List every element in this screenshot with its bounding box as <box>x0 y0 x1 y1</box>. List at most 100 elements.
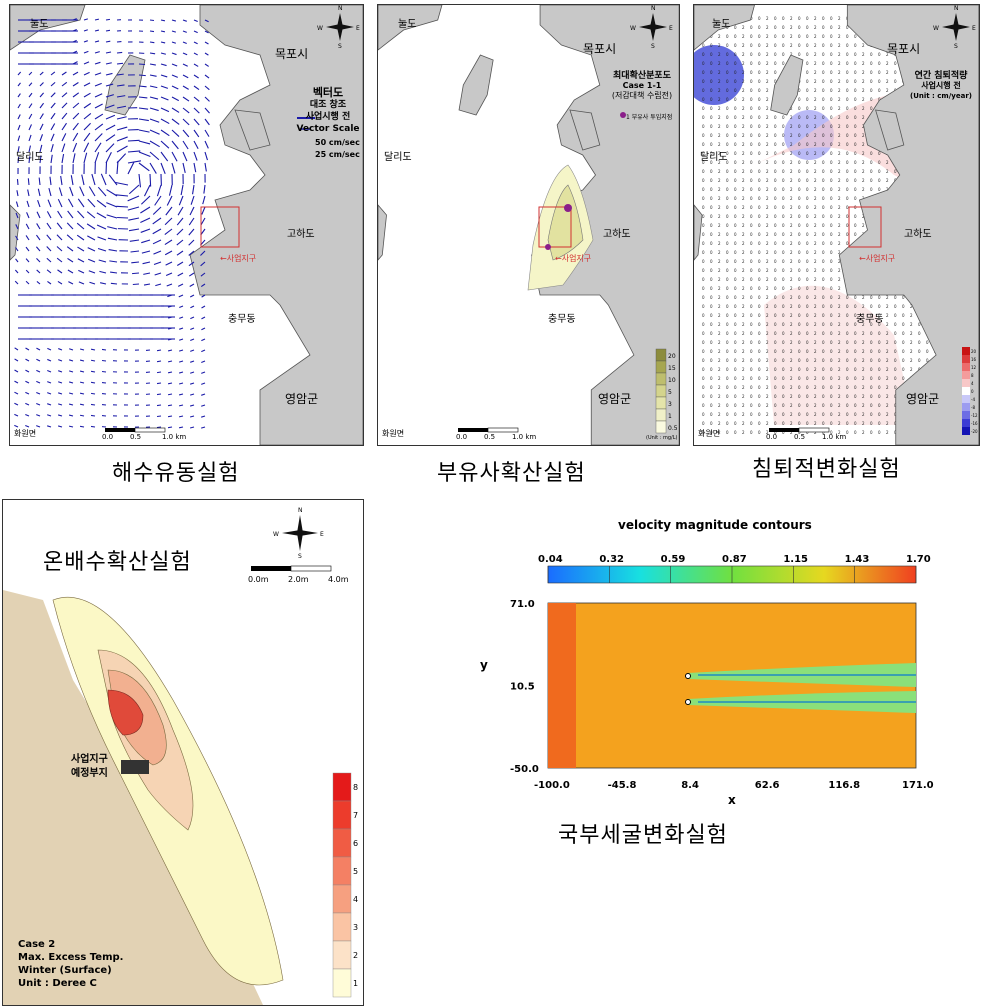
grid-value: 2 <box>910 331 913 336</box>
current-vector <box>190 360 195 363</box>
current-vector <box>117 216 129 219</box>
grid-value: 0 <box>798 187 801 192</box>
grid-value: 0 <box>854 151 857 156</box>
grid-value: 0 <box>710 34 713 39</box>
grid-value: 0 <box>854 169 857 174</box>
grid-value: 0 <box>758 385 761 390</box>
current-vector <box>58 392 63 395</box>
current-vector <box>166 195 173 206</box>
current-vector <box>83 40 88 43</box>
current-vector <box>182 140 189 150</box>
current-vector <box>116 126 128 131</box>
current-vector <box>88 186 96 197</box>
grid-value: 0 <box>806 187 809 192</box>
grid-value: 2 <box>838 241 841 246</box>
current-vector <box>83 50 89 54</box>
current-vector <box>46 222 52 230</box>
current-vector <box>58 414 63 417</box>
grid-value: 2 <box>814 232 817 237</box>
grid-value: 0 <box>798 88 801 93</box>
current-vector <box>66 234 74 241</box>
grid-value: 2 <box>814 340 817 345</box>
current-vector <box>190 327 195 331</box>
current-vector <box>25 369 30 373</box>
grid-value: 0 <box>702 349 705 354</box>
grid-value: 0 <box>702 232 705 237</box>
info-line: Winter (Surface) <box>18 965 112 976</box>
grid-value: 0 <box>758 34 761 39</box>
grid-value: 0 <box>846 385 849 390</box>
current-vector <box>167 404 173 407</box>
current-vector <box>58 381 63 384</box>
grid-value: 2 <box>742 187 745 192</box>
grid-value: 2 <box>790 133 793 138</box>
grid-value: 0 <box>822 70 825 75</box>
grid-value: 0 <box>854 412 857 417</box>
grid-value: 0 <box>878 178 881 183</box>
grid-value: 2 <box>814 322 817 327</box>
grid-value: 0 <box>822 403 825 408</box>
grid-value: 2 <box>886 394 889 399</box>
project-area-box <box>538 206 572 248</box>
place-nodo: 눌도 <box>712 19 731 30</box>
grid-value: 0 <box>750 259 753 264</box>
grid-value: 2 <box>766 349 769 354</box>
grid-value: 2 <box>814 349 817 354</box>
grid-value: 0 <box>734 268 737 273</box>
grid-value: 2 <box>814 178 817 183</box>
grid-value: 0 <box>806 394 809 399</box>
grid-value: 0 <box>734 187 737 192</box>
grid-value: 0 <box>846 106 849 111</box>
grid-value: 0 <box>870 61 873 66</box>
grid-value: 2 <box>838 43 841 48</box>
grid-value: 2 <box>766 115 769 120</box>
current-vector <box>160 30 166 33</box>
grid-value: 2 <box>862 70 865 75</box>
project-area-box <box>200 206 240 248</box>
current-vector <box>193 30 198 34</box>
legend-swatch <box>962 427 970 435</box>
grid-value: 2 <box>862 106 865 111</box>
grid-value: 2 <box>814 250 817 255</box>
grid-value: 0 <box>750 223 753 228</box>
grid-value: 0 <box>726 124 729 129</box>
current-vector <box>25 347 30 351</box>
grid-value: 0 <box>710 106 713 111</box>
current-vector <box>201 415 206 418</box>
p2-unit: (Unit : mg/L) <box>646 435 678 441</box>
grid-value: 0 <box>734 160 737 165</box>
grid-value: 0 <box>702 376 705 381</box>
current-vector <box>154 195 162 206</box>
grid-value: 2 <box>838 385 841 390</box>
grid-value: 0 <box>726 151 729 156</box>
current-vector <box>66 246 74 252</box>
grid-value: 2 <box>814 25 817 30</box>
current-vector <box>165 261 173 266</box>
grid-value: 0 <box>806 349 809 354</box>
legend-swatch <box>655 420 667 434</box>
grid-value: 0 <box>854 97 857 102</box>
grid-value: 0 <box>798 43 801 48</box>
grid-value: 0 <box>806 331 809 336</box>
grid-value: 0 <box>750 232 753 237</box>
grid-value: 0 <box>774 187 777 192</box>
current-vector <box>165 206 173 216</box>
grid-value: 2 <box>886 376 889 381</box>
bar-label: 1.0 km <box>822 433 847 441</box>
grid-value: 2 <box>862 160 865 165</box>
current-vector <box>94 40 100 43</box>
grid-value: 0 <box>846 133 849 138</box>
grid-value: 2 <box>790 259 793 264</box>
current-vector <box>193 85 200 91</box>
legend-label: -8 <box>971 405 975 410</box>
grid-value: 0 <box>750 340 753 345</box>
grid-value: 0 <box>774 412 777 417</box>
grid-value: 0 <box>846 79 849 84</box>
current-vector <box>87 235 96 241</box>
current-vector <box>193 118 200 126</box>
grid-value: 0 <box>894 340 897 345</box>
grid-value: 2 <box>814 304 817 309</box>
p2-title-line: (저감대책 수립전) <box>611 91 673 100</box>
current-vector <box>47 199 52 208</box>
grid-value: 0 <box>806 421 809 426</box>
